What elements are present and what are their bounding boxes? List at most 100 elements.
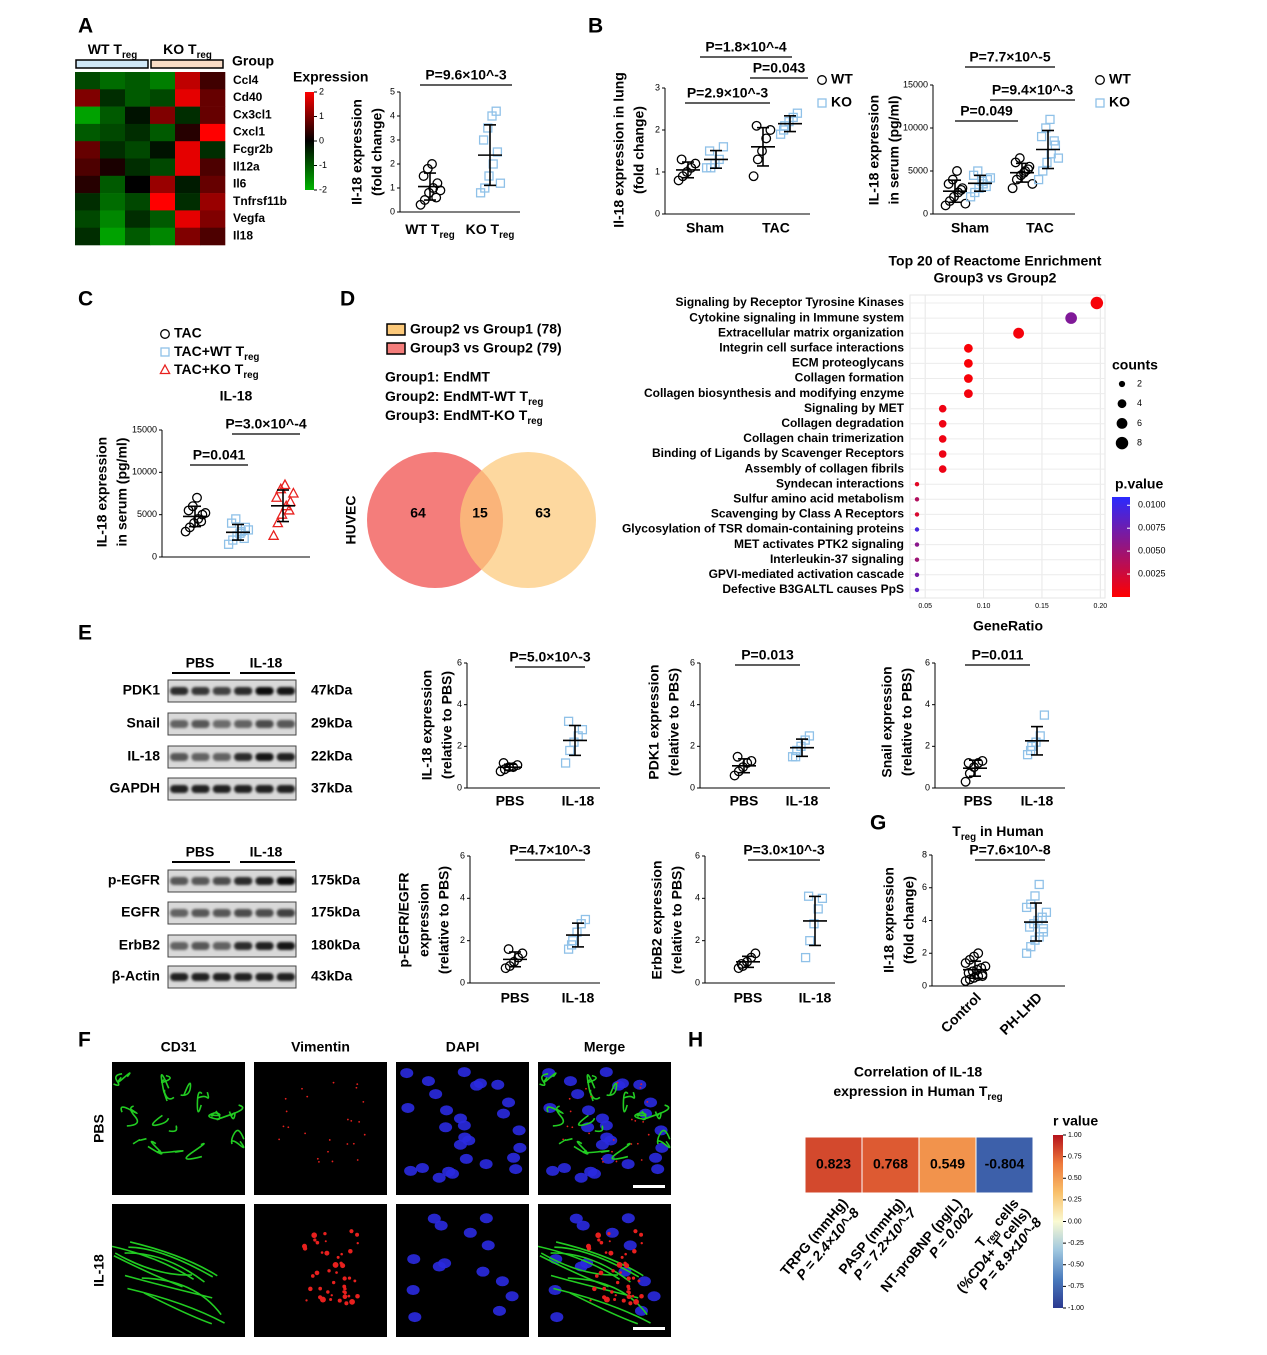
- heat-cell: [125, 193, 151, 211]
- vimentin-signal: [571, 1126, 574, 1129]
- legend-tick-label: -0.25: [1068, 1240, 1084, 1247]
- x-tick-label: IL-18: [562, 990, 595, 1006]
- y-tick-label: 5000: [908, 165, 928, 175]
- nucleus: [445, 1168, 459, 1179]
- point: [565, 745, 575, 756]
- x-tick-label: PH-LHD: [996, 989, 1045, 1038]
- point: [492, 147, 503, 157]
- vimentin-signal: [604, 1251, 608, 1254]
- cd31-signal: [113, 1255, 183, 1288]
- point: [977, 971, 988, 982]
- point: [736, 959, 747, 969]
- category-label: Glycosylation of TSR domain-containing p…: [622, 522, 904, 536]
- band: [234, 942, 253, 950]
- blot-strip: [167, 934, 297, 958]
- y-tick-label: 4: [457, 699, 462, 709]
- nucleus: [621, 1213, 635, 1224]
- category-label: Integrin cell surface interactions: [719, 340, 904, 354]
- chart-title: Correlation of IL-18: [854, 1064, 983, 1080]
- vimentin-signal: [588, 1132, 591, 1135]
- y-tick-label: 0: [152, 551, 157, 561]
- vimentin-signal: [315, 1240, 320, 1245]
- band: [255, 785, 274, 793]
- x-tick-label: 0.20: [1094, 603, 1108, 610]
- x-tick-label: 0.05: [918, 603, 932, 610]
- category-label: Scavenging by Class A Receptors: [711, 507, 905, 521]
- vimentin-signal: [316, 1157, 319, 1160]
- legend-label: TAC+KO Treg: [174, 361, 259, 381]
- band: [170, 687, 189, 695]
- legend-swatch: [386, 323, 406, 336]
- lane-label: PBS: [186, 655, 215, 671]
- heat-cell: [150, 141, 176, 159]
- point: [757, 146, 767, 156]
- point: [200, 508, 211, 518]
- point: [817, 98, 827, 108]
- nucleus: [481, 1240, 495, 1251]
- point: [1023, 164, 1034, 175]
- point: [240, 522, 251, 533]
- row-label: Il18: [233, 229, 253, 243]
- nucleus: [408, 1312, 422, 1323]
- vimentin-signal: [301, 1087, 303, 1090]
- y-axis-label: (relative to PBS): [436, 866, 452, 974]
- nucleus: [571, 1089, 585, 1100]
- point: [272, 516, 284, 528]
- point: [732, 751, 743, 762]
- band: [276, 785, 295, 793]
- nucleus: [604, 1135, 618, 1146]
- heat-cell: [100, 175, 126, 194]
- chart-title: Top 20 of Reactome Enrichment: [889, 253, 1102, 269]
- point: [963, 967, 974, 978]
- legend-label: WT: [1109, 71, 1131, 87]
- channel-label: DAPI: [446, 1039, 479, 1055]
- point: [431, 192, 442, 203]
- subscript: reg: [122, 50, 137, 61]
- x-tick-label: IL-18: [1021, 793, 1054, 809]
- band: [255, 973, 274, 981]
- vimentin-signal: [614, 1294, 617, 1297]
- x-tick-label: IL-18: [786, 793, 819, 809]
- y-tick-label: 0: [457, 782, 462, 792]
- nucleus: [634, 1305, 648, 1316]
- legend-tick-label: 0.0025: [1138, 568, 1166, 578]
- heat-cell: [200, 175, 226, 194]
- cd31-signal: [589, 1091, 601, 1102]
- nucleus: [415, 1163, 429, 1174]
- protein-label: PDK1: [123, 682, 161, 698]
- legend-tick-label: 0.00: [1068, 1218, 1082, 1225]
- nucleus: [637, 1276, 651, 1287]
- row-label: Il6: [233, 177, 247, 191]
- category-label: Assembly of collagen fibrils: [745, 461, 905, 475]
- y-tick-label: 6: [690, 657, 695, 667]
- y-tick-label: 8: [922, 849, 927, 859]
- y-tick-label: 0: [922, 980, 927, 990]
- nucleus: [651, 1164, 665, 1175]
- cd31-signal: [582, 1149, 610, 1154]
- bubble: [963, 343, 973, 353]
- group-bar: [75, 59, 149, 69]
- point: [804, 731, 815, 741]
- vimentin-signal: [353, 1279, 357, 1283]
- heat-cell: [100, 193, 126, 211]
- x-tick-label: Sham: [951, 220, 989, 236]
- row-label: Il12a: [233, 159, 260, 173]
- nucleus: [601, 1153, 615, 1164]
- size-label: 29kDa: [311, 715, 352, 731]
- y-tick-label: 2: [390, 158, 395, 168]
- size-key-label: 6: [1137, 418, 1142, 428]
- band: [170, 909, 189, 917]
- vimentin-signal: [310, 1274, 315, 1278]
- cd31-signal: [623, 1091, 636, 1099]
- nucleus: [479, 1159, 493, 1170]
- band: [255, 877, 274, 885]
- category-label: Collagen degradation: [781, 416, 904, 430]
- panel-letter: D: [340, 288, 355, 311]
- cd31-signal: [141, 1277, 222, 1316]
- p-value: P=1.8×10^-4: [705, 39, 787, 55]
- venn-count: 15: [472, 505, 488, 521]
- vimentin-signal: [355, 1293, 360, 1299]
- group-label: KO Treg: [163, 41, 212, 61]
- band: [255, 942, 274, 950]
- bubble: [963, 359, 973, 368]
